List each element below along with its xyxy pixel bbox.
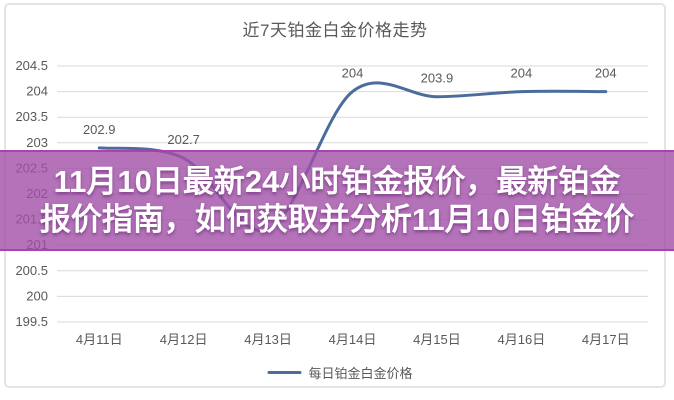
chart-legend: 每日铂金白金价格 xyxy=(267,363,413,382)
headline-line-2: 报价指南，如何获取并分析11月10日铂金价 xyxy=(39,201,635,237)
headline-line-1: 11月10日最新24小时铂金报价，最新铂金 xyxy=(53,163,621,199)
legend-line-marker xyxy=(267,371,302,374)
headline-banner: 11月10日最新24小时铂金报价，最新铂金 报价指南，如何获取并分析11月10日… xyxy=(0,150,674,251)
legend-label: 每日铂金白金价格 xyxy=(308,366,413,381)
chart-title: 近7天铂金白金价格走势 xyxy=(242,21,428,40)
